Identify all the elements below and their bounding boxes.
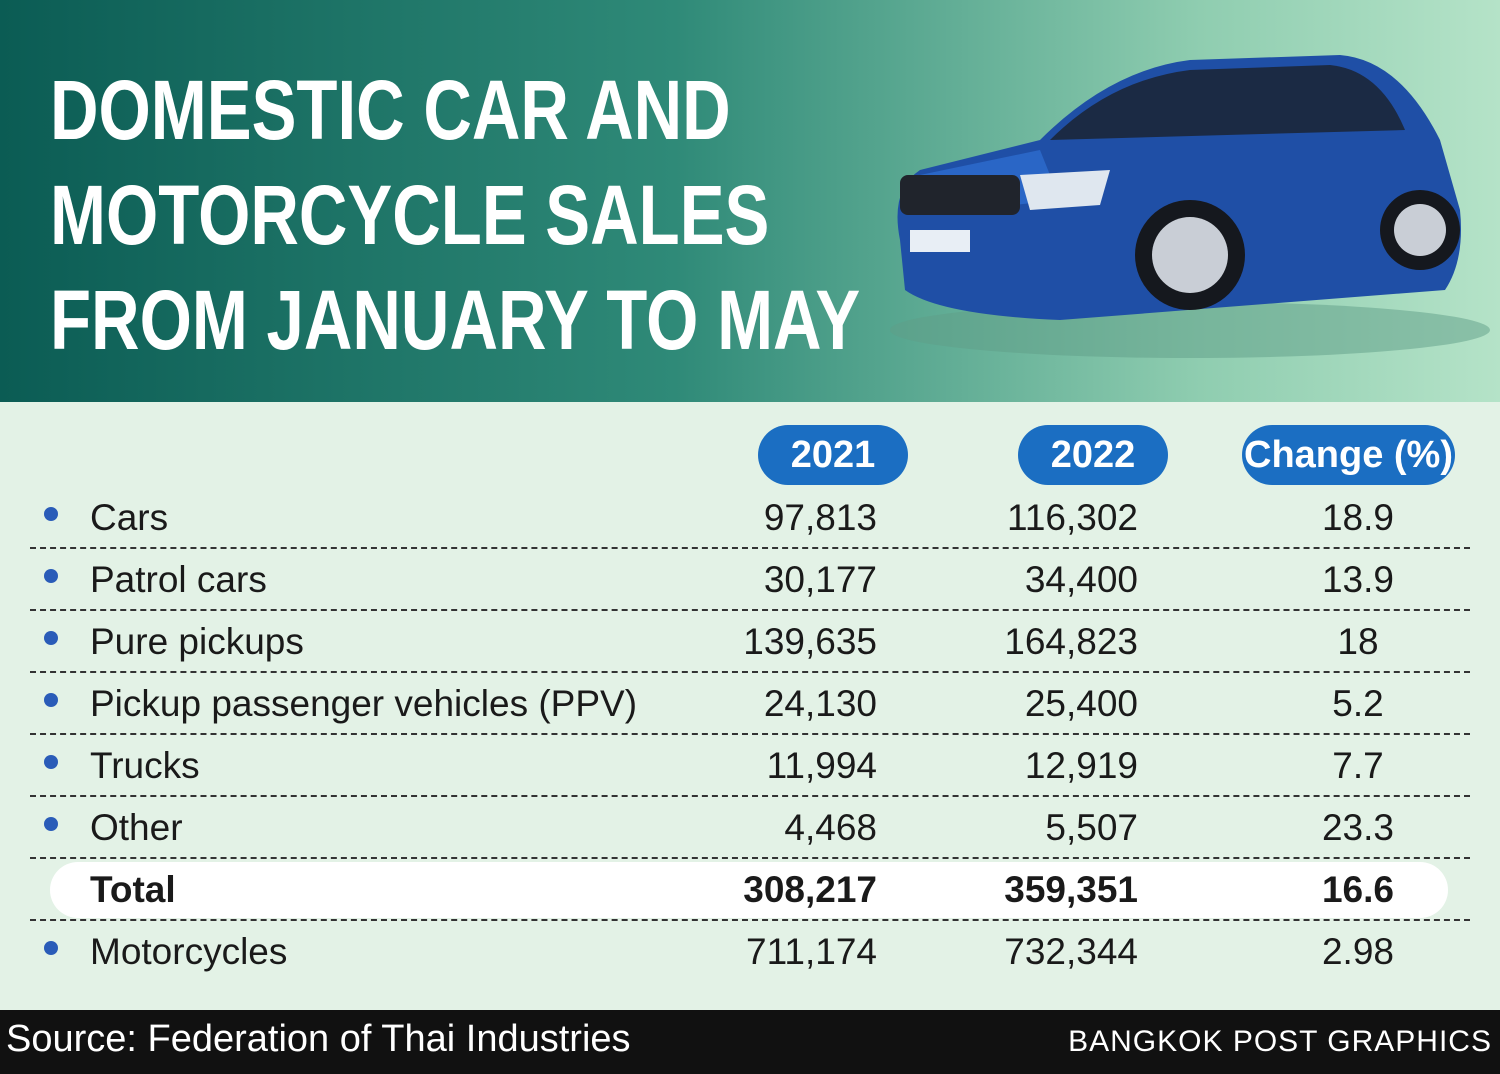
source: Source: Federation of Thai Industries bbox=[6, 1018, 631, 1060]
total-highlight bbox=[50, 862, 1448, 918]
cell: 139,635 bbox=[743, 621, 877, 662]
table-row: Other 4,468 5,507 23.3 bbox=[0, 797, 1500, 859]
cell: 5.2 bbox=[1332, 683, 1384, 724]
row-divider bbox=[30, 609, 1470, 611]
title-line: MOTORCYCLE SALES bbox=[50, 168, 770, 262]
cell: 11,994 bbox=[766, 745, 877, 786]
bullet bbox=[44, 941, 58, 955]
table-row: Pickup passenger vehicles (PPV) 24,130 25,… bbox=[0, 673, 1500, 735]
cell: 308,217 bbox=[743, 869, 877, 910]
credit: BANGKOK POST GRAPHICS bbox=[1068, 1025, 1492, 1058]
row-divider bbox=[30, 857, 1470, 859]
bullet bbox=[44, 817, 58, 831]
bullet bbox=[44, 693, 58, 707]
cell: 359,351 bbox=[1004, 869, 1138, 910]
cell: 7.7 bbox=[1332, 745, 1384, 786]
title-line: DOMESTIC CAR AND bbox=[50, 63, 731, 157]
table-row: Total 308,217 359,351 16.6 bbox=[0, 859, 1500, 921]
row-label: Total bbox=[90, 869, 176, 910]
cell: 18 bbox=[1337, 621, 1379, 662]
cell: 711,174 bbox=[746, 931, 877, 972]
cell: 732,344 bbox=[1004, 931, 1138, 972]
bullet bbox=[44, 755, 58, 769]
table-row: Motorcycles 711,174 732,344 2.98 bbox=[0, 921, 1500, 983]
bullet bbox=[44, 507, 58, 521]
row-label: Patrol cars bbox=[90, 559, 267, 600]
cell: 5,507 bbox=[1045, 807, 1138, 848]
column-header: 2022 bbox=[1018, 425, 1168, 485]
row-label: Other bbox=[90, 807, 183, 848]
cell: 13.9 bbox=[1321, 559, 1394, 600]
row-label: Trucks bbox=[90, 745, 200, 786]
cell: 24,130 bbox=[763, 683, 877, 724]
cell: 25,400 bbox=[1024, 683, 1138, 724]
row-label: Pickup passenger vehicles (PPV) bbox=[90, 683, 638, 724]
table-row: Pure pickups 139,635 164,823 18 bbox=[0, 611, 1500, 673]
row-label: Cars bbox=[90, 497, 169, 538]
row-divider bbox=[30, 547, 1470, 549]
footer: Source: Federation of Thai Industries BA… bbox=[0, 1010, 1500, 1074]
row-divider bbox=[30, 733, 1470, 735]
column-header: 2021 bbox=[758, 425, 908, 485]
cell: 2.98 bbox=[1321, 931, 1394, 972]
cell: 164,823 bbox=[1004, 621, 1138, 662]
cell: 97,813 bbox=[763, 497, 877, 538]
cell: 34,400 bbox=[1024, 559, 1138, 600]
bullet bbox=[44, 631, 58, 645]
row-divider bbox=[30, 795, 1470, 797]
row-label: Motorcycles bbox=[90, 931, 288, 972]
table-row: Cars 97,813 116,302 18.9 bbox=[0, 487, 1500, 549]
column-header: Change (%) bbox=[1242, 425, 1455, 485]
cell: 18.9 bbox=[1321, 497, 1394, 538]
header: DOMESTIC CAR AND MOTORCYCLE SALES FROM JAN… bbox=[0, 0, 1500, 402]
cell: 4,468 bbox=[784, 807, 877, 848]
row-divider bbox=[30, 919, 1470, 921]
cell: 23.3 bbox=[1321, 807, 1394, 848]
cell: 16.6 bbox=[1321, 869, 1394, 910]
table-row: Patrol cars 30,177 34,400 13.9 bbox=[0, 549, 1500, 611]
row-label: Pure pickups bbox=[90, 621, 304, 662]
car-illustration bbox=[890, 55, 1490, 358]
cell: 30,177 bbox=[763, 559, 877, 600]
bullet bbox=[44, 569, 58, 583]
row-divider bbox=[30, 671, 1470, 673]
cell: 12,919 bbox=[1024, 745, 1138, 786]
cell: 116,302 bbox=[1007, 497, 1138, 538]
table-row: Trucks 11,994 12,919 7.7 bbox=[0, 735, 1500, 797]
title-line: FROM JANUARY TO MAY bbox=[50, 273, 861, 367]
